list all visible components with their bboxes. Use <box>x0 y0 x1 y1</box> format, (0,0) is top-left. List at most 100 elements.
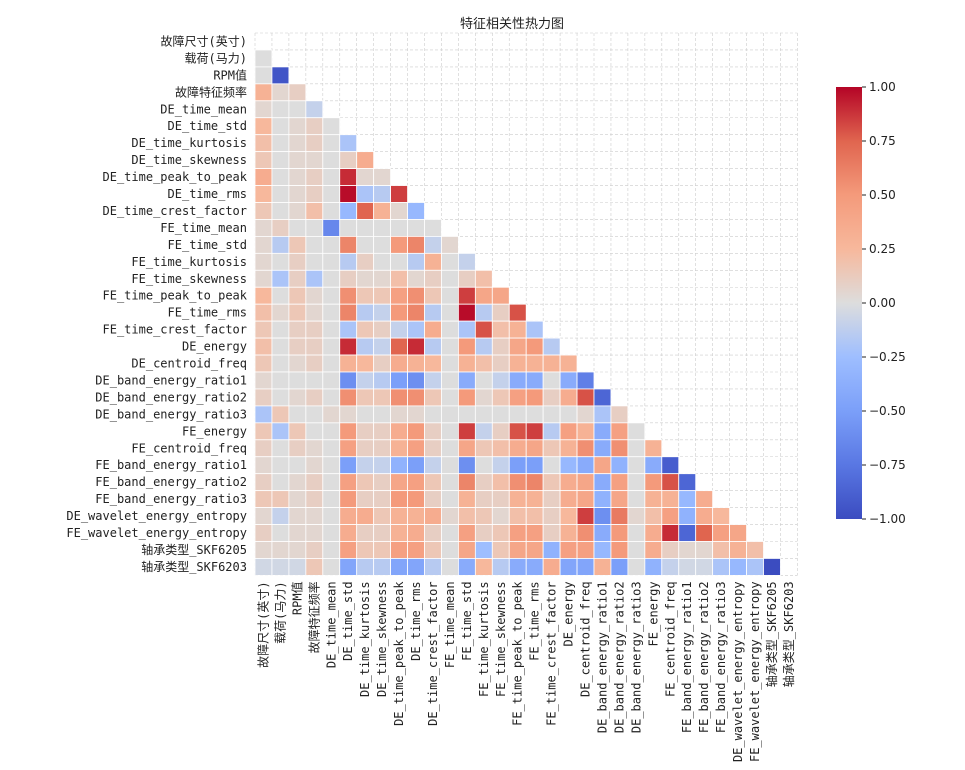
heatmap-cell <box>593 405 612 424</box>
heatmap-cell <box>271 252 290 271</box>
heatmap-cell <box>305 320 324 339</box>
heatmap-cell <box>576 507 595 525</box>
heatmap-cell <box>322 185 341 203</box>
heatmap-cell <box>474 405 493 424</box>
x-tick-label: 故障尺寸(英寸) <box>255 581 270 667</box>
heatmap-cell <box>576 371 595 390</box>
heatmap-cell <box>712 507 731 525</box>
heatmap-cell <box>474 269 493 288</box>
heatmap-cell <box>627 473 646 492</box>
heatmap-cell <box>559 354 578 373</box>
heatmap-cell <box>322 168 341 186</box>
y-tick-label: FE_time_skewness <box>131 272 247 286</box>
heatmap-cell <box>339 219 358 237</box>
heatmap-cell <box>424 405 442 424</box>
heatmap-cell <box>271 473 290 492</box>
heatmap-cell <box>457 337 476 356</box>
heatmap-cell <box>559 558 578 576</box>
heatmap-cell <box>474 507 493 525</box>
heatmap-cell <box>525 456 544 475</box>
heatmap-cell <box>491 320 510 339</box>
heatmap-cell <box>508 354 527 373</box>
heatmap-cell <box>356 354 375 373</box>
heatmap-cell <box>424 219 442 237</box>
heatmap-cell <box>627 507 646 525</box>
heatmap-cell <box>288 168 307 186</box>
heatmap-cell <box>746 541 764 559</box>
heatmap-cell <box>424 303 442 322</box>
heatmap-cell <box>627 524 646 542</box>
colorbar-tick-label: −1.00 <box>869 512 906 526</box>
heatmap-cell <box>441 320 459 339</box>
heatmap-cell <box>424 490 442 508</box>
heatmap-cell <box>305 473 324 492</box>
colorbar <box>836 87 862 519</box>
heatmap-cell <box>407 202 425 220</box>
heatmap-cell <box>474 558 493 576</box>
heatmap-cell <box>593 422 612 441</box>
heatmap-cell <box>712 524 731 542</box>
heatmap-cell <box>356 507 375 525</box>
heatmap-cell <box>593 507 612 525</box>
heatmap-cell <box>441 405 459 424</box>
y-tick-label: DE_wavelet_energy_entropy <box>66 509 247 523</box>
x-tick-label: DE_time_mean <box>324 581 338 668</box>
heatmap-cell <box>644 490 663 508</box>
heatmap-cell <box>356 541 375 559</box>
heatmap-cell <box>695 524 714 542</box>
x-tick-label: DE_time_peak_to_peak <box>392 581 406 726</box>
heatmap-cell <box>254 303 273 322</box>
y-tick-label: FE_time_mean <box>160 221 247 235</box>
heatmap-cell <box>491 337 510 356</box>
y-tick-label: DE_time_peak_to_peak <box>103 170 248 184</box>
heatmap-cell <box>288 405 307 424</box>
heatmap-cell <box>271 100 290 119</box>
heatmap-cell <box>305 235 324 254</box>
heatmap-cell <box>508 507 527 525</box>
heatmap-cell <box>457 303 476 322</box>
heatmap-cell <box>407 439 425 458</box>
y-tick-label: FE_band_energy_ratio1 <box>95 458 247 472</box>
heatmap-cell <box>424 235 442 254</box>
heatmap-cell <box>322 117 341 136</box>
heatmap-cell <box>373 168 391 186</box>
heatmap-cell <box>661 558 680 576</box>
heatmap-cell <box>712 541 731 559</box>
heatmap-cell <box>424 524 442 542</box>
heatmap-cell <box>373 558 391 576</box>
heatmap-cell <box>457 490 476 508</box>
heatmap-cell <box>339 439 358 458</box>
heatmap-cell <box>491 405 510 424</box>
heatmap-cell <box>508 320 527 339</box>
heatmap-cell <box>339 286 358 305</box>
heatmap-cell <box>322 473 341 492</box>
heatmap-cell <box>288 320 307 339</box>
heatmap-cell <box>288 151 307 169</box>
heatmap-cell <box>390 202 408 220</box>
heatmap-cell <box>288 134 307 153</box>
heatmap-cell <box>525 388 544 407</box>
heatmap-cell <box>288 202 307 220</box>
heatmap-cell <box>322 405 341 424</box>
heatmap-cell <box>339 456 358 475</box>
y-tick-label: 故障尺寸(英寸) <box>161 33 247 48</box>
heatmap-cell <box>474 473 493 492</box>
heatmap-cell <box>288 269 307 288</box>
x-axis-tick-labels: 故障尺寸(英寸) 载荷(马力) RPM值 故障特征频率 DE_time_mean DE_t… <box>255 581 795 762</box>
heatmap-cell <box>339 185 358 203</box>
heatmap-cell <box>457 558 476 576</box>
heatmap-cell <box>254 66 273 85</box>
heatmap-cell <box>441 337 459 356</box>
heatmap-cell <box>254 151 273 169</box>
heatmap-cell <box>390 320 408 339</box>
heatmap-cell <box>491 371 510 390</box>
heatmap-cell <box>457 269 476 288</box>
heatmap-cell <box>576 541 595 559</box>
heatmap-cell <box>407 422 425 441</box>
heatmap-cell <box>339 507 358 525</box>
heatmap-cell <box>322 320 341 339</box>
heatmap-cell <box>441 388 459 407</box>
heatmap-cell <box>474 286 493 305</box>
heatmap-cell <box>441 252 459 271</box>
heatmap-cell <box>288 354 307 373</box>
